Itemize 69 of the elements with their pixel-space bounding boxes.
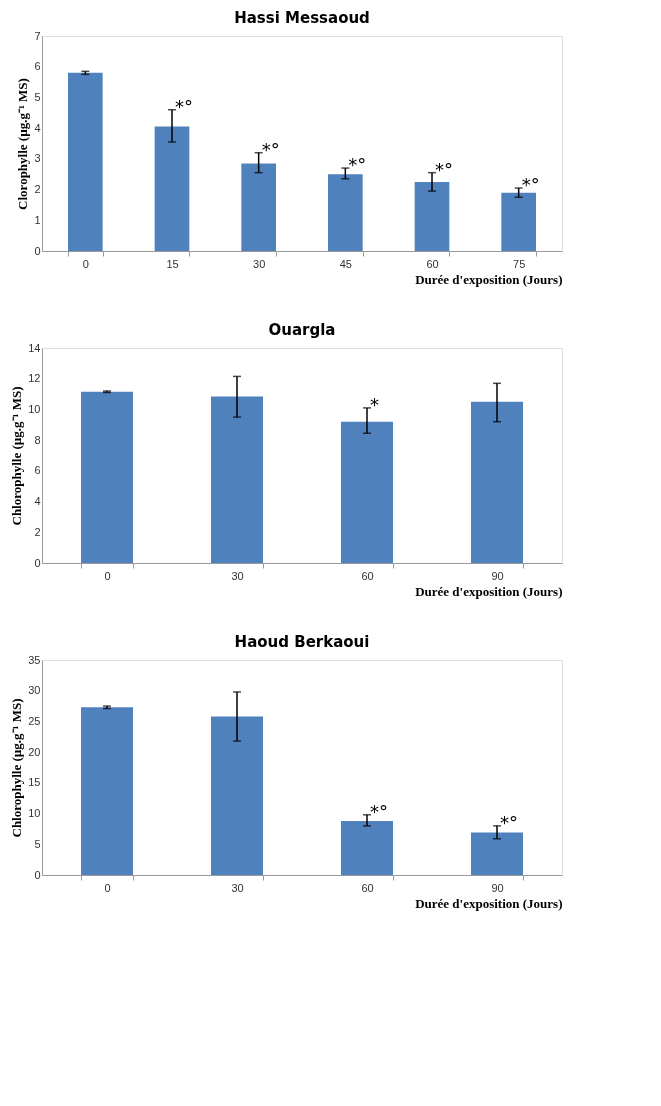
bar — [471, 401, 523, 563]
x-tick-label: 75 — [513, 257, 526, 270]
y-tick-label: 25 — [28, 714, 41, 727]
annotation: * — [370, 393, 379, 415]
y-tick-label: 35 — [28, 653, 41, 666]
x-tick-label: 90 — [491, 881, 504, 894]
x-tick-label: 90 — [491, 569, 504, 582]
y-tick-label: 6 — [34, 464, 41, 477]
x-axis-title: Durée d'exposition (Jours) — [415, 895, 563, 911]
y-tick-label: 14 — [28, 341, 41, 354]
y-axis-title: Clorophylle (µg.g⁻¹ MS) — [15, 78, 31, 210]
y-tick-label: 4 — [34, 121, 41, 134]
bar — [211, 716, 263, 875]
y-tick-label: 2 — [34, 525, 41, 538]
x-tick-label: 30 — [231, 569, 244, 582]
annotation: *° — [521, 174, 540, 196]
chart-title: Hassi Messaoud — [234, 9, 370, 27]
y-tick-label: 7 — [34, 29, 41, 42]
chart-title: Ouargla — [268, 321, 336, 339]
bar — [341, 421, 393, 563]
y-tick-label: 0 — [34, 244, 41, 257]
y-tick-label: 20 — [28, 745, 41, 758]
x-tick-label: 60 — [426, 257, 439, 270]
bar — [471, 832, 523, 875]
bar — [414, 181, 450, 251]
y-tick-label: 0 — [34, 556, 41, 569]
bar — [81, 707, 133, 875]
x-tick-label: 0 — [104, 881, 111, 894]
bar — [154, 126, 190, 251]
y-tick-label: 5 — [34, 837, 41, 850]
annotation: *° — [348, 154, 367, 176]
x-tick-label: 45 — [339, 257, 352, 270]
x-tick-label: 0 — [104, 569, 111, 582]
bar — [241, 163, 276, 251]
bar — [81, 391, 133, 563]
y-tick-label: 8 — [34, 433, 41, 446]
y-tick-label: 0 — [34, 868, 41, 881]
annotation: *° — [435, 158, 453, 180]
annotation: *° — [500, 811, 518, 833]
bar — [328, 174, 363, 251]
y-tick-label: 10 — [28, 402, 41, 415]
y-axis-title: Chlorophylle (µg.g⁻¹ MS) — [9, 698, 25, 838]
x-tick-label: 30 — [231, 881, 244, 894]
y-tick-label: 3 — [34, 152, 41, 165]
x-axis-title: Durée d'exposition (Jours) — [415, 271, 563, 287]
y-tick-label: 1 — [34, 213, 41, 226]
x-tick-label: 0 — [82, 257, 89, 270]
annotation: *° — [370, 800, 388, 822]
y-tick-label: 30 — [28, 684, 41, 697]
y-tick-label: 15 — [28, 776, 41, 789]
y-tick-label: 6 — [34, 60, 41, 73]
bar — [341, 820, 393, 875]
x-tick-label: 15 — [166, 257, 179, 270]
y-axis-title: Chlorophylle (µg.g⁻¹ MS) — [9, 386, 25, 526]
annotation: *° — [261, 138, 280, 160]
x-tick-label: 60 — [361, 881, 374, 894]
annotation: *° — [175, 95, 193, 117]
x-axis-title: Durée d'exposition (Jours) — [415, 583, 563, 599]
bar — [211, 396, 263, 563]
x-tick-label: 30 — [253, 257, 266, 270]
bar — [68, 72, 103, 251]
y-tick-label: 4 — [34, 495, 41, 508]
y-tick-label: 2 — [34, 183, 41, 196]
y-tick-label: 12 — [28, 372, 41, 385]
y-tick-label: 5 — [34, 90, 41, 103]
x-tick-label: 60 — [361, 569, 374, 582]
y-tick-label: 10 — [28, 807, 41, 820]
chart-title: Haoud Berkaoui — [234, 633, 370, 651]
bar — [501, 192, 536, 251]
